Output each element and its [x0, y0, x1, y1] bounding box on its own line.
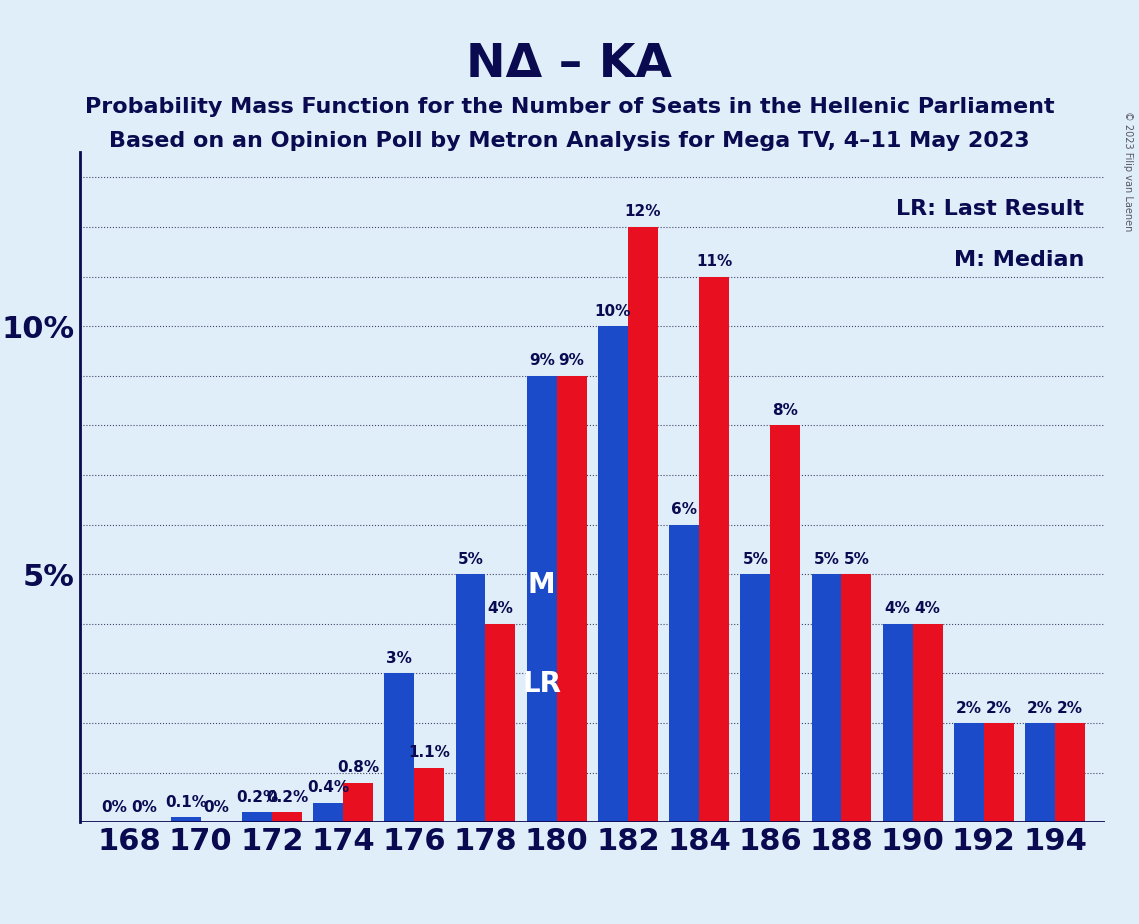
Bar: [699, 276, 729, 822]
Bar: [456, 574, 485, 822]
Text: 2%: 2%: [1057, 700, 1083, 716]
Text: 0%: 0%: [101, 800, 128, 815]
Text: © 2023 Filip van Laenen: © 2023 Filip van Laenen: [1123, 111, 1133, 231]
Text: Based on an Opinion Poll by Metron Analysis for Mega TV, 4–11 May 2023: Based on an Opinion Poll by Metron Analy…: [109, 131, 1030, 152]
Bar: [485, 624, 515, 822]
Text: M: M: [527, 571, 556, 599]
Text: 4%: 4%: [487, 602, 514, 616]
Bar: [842, 574, 871, 822]
Text: 0.2%: 0.2%: [265, 790, 308, 805]
Bar: [953, 723, 984, 822]
Text: 9%: 9%: [528, 353, 555, 369]
Text: 5%: 5%: [458, 552, 483, 566]
Text: 0%: 0%: [203, 800, 229, 815]
Bar: [557, 376, 587, 822]
Text: 0.4%: 0.4%: [308, 780, 350, 795]
Text: NΔ – KA: NΔ – KA: [467, 42, 672, 87]
Text: 0.1%: 0.1%: [165, 795, 207, 810]
Bar: [243, 812, 272, 822]
Text: Probability Mass Function for the Number of Seats in the Hellenic Parliament: Probability Mass Function for the Number…: [84, 97, 1055, 117]
Bar: [415, 768, 444, 822]
Text: 6%: 6%: [671, 502, 697, 517]
Bar: [272, 812, 302, 822]
Text: 2%: 2%: [985, 700, 1011, 716]
Text: 0.8%: 0.8%: [337, 760, 379, 775]
Text: 11%: 11%: [696, 254, 732, 269]
Text: LR: LR: [523, 670, 562, 699]
Text: 4%: 4%: [885, 602, 910, 616]
Bar: [670, 525, 699, 822]
Bar: [883, 624, 912, 822]
Text: 2%: 2%: [1027, 700, 1054, 716]
Bar: [770, 425, 800, 822]
Bar: [343, 783, 372, 822]
Bar: [984, 723, 1014, 822]
Bar: [526, 376, 557, 822]
Bar: [628, 227, 657, 822]
Text: 3%: 3%: [386, 651, 412, 666]
Text: 2%: 2%: [956, 700, 982, 716]
Text: M: Median: M: Median: [954, 249, 1084, 270]
Text: 12%: 12%: [624, 204, 661, 220]
Text: 0%: 0%: [132, 800, 157, 815]
Bar: [385, 674, 415, 822]
Bar: [598, 326, 628, 822]
Text: 8%: 8%: [772, 403, 798, 418]
Bar: [171, 818, 200, 822]
Text: 5%: 5%: [844, 552, 869, 566]
Bar: [1025, 723, 1055, 822]
Bar: [1055, 723, 1084, 822]
Bar: [740, 574, 770, 822]
Text: 0.2%: 0.2%: [236, 790, 278, 805]
Text: LR: Last Result: LR: Last Result: [896, 200, 1084, 219]
Text: 5%: 5%: [813, 552, 839, 566]
Bar: [811, 574, 842, 822]
Text: 10%: 10%: [595, 304, 631, 319]
Bar: [313, 803, 343, 822]
Text: 4%: 4%: [915, 602, 941, 616]
Bar: [912, 624, 942, 822]
Text: 9%: 9%: [559, 353, 584, 369]
Text: 5%: 5%: [743, 552, 768, 566]
Text: 1.1%: 1.1%: [408, 746, 450, 760]
